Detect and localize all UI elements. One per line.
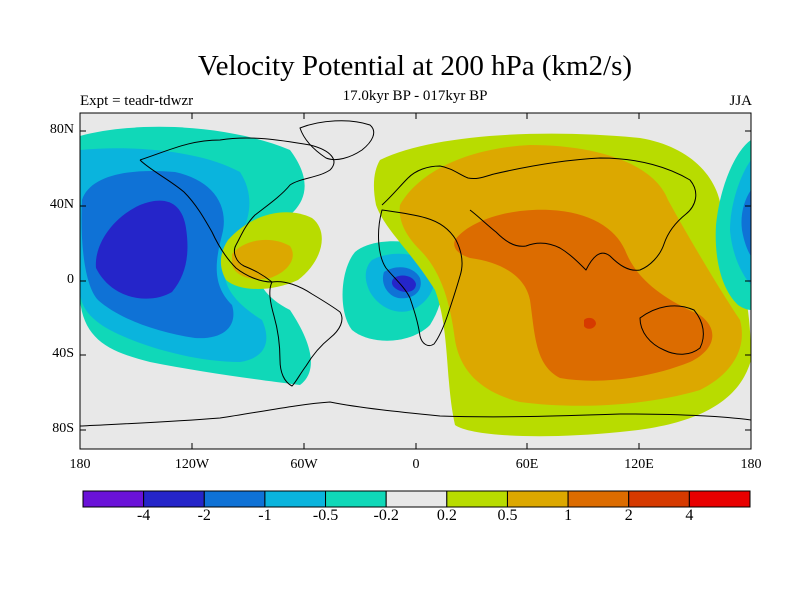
- coast-north-america: [139, 137, 335, 283]
- lon-label-0: 0: [412, 457, 420, 472]
- contour-america-plus-0.5: [232, 239, 293, 280]
- coast-australia: [639, 305, 704, 355]
- colorbar-swatch: [203, 490, 266, 508]
- coast-greenland: [299, 120, 375, 161]
- colorbar-swatch: [264, 490, 327, 508]
- coast-europe: [381, 165, 495, 206]
- lon-label-60e: 60E: [515, 457, 539, 472]
- colorbar-swatch: [325, 490, 387, 508]
- colorbar-swatch: [446, 490, 508, 508]
- experiment-label: Expt = teadr-tdwzr: [80, 93, 194, 109]
- lat-label-80s: 80S: [52, 421, 74, 436]
- colorbar-swatch: [688, 490, 751, 508]
- colorbar-label: -2: [197, 507, 211, 524]
- contour-atlantic-minus-2: [391, 275, 416, 292]
- lat-label-0: 0: [67, 272, 74, 287]
- colorbar-label: 0.5: [497, 507, 518, 524]
- map-title: Velocity Potential at 200 hPa (km2/s): [197, 50, 633, 82]
- lat-label-40n: 40N: [49, 197, 74, 212]
- lon-label-180w: 180: [69, 457, 91, 472]
- lon-label-180e: 180: [740, 457, 762, 472]
- colorbar-swatch: [82, 490, 145, 508]
- colorbar-label: 0.2: [436, 507, 457, 524]
- colorbar-label: -4: [136, 507, 151, 524]
- colorbar-label: 4: [685, 507, 694, 524]
- lon-label-120w: 120W: [174, 457, 210, 472]
- coastlines: [80, 120, 751, 427]
- coast-south-america: [269, 281, 343, 387]
- map-ticks: [80, 113, 751, 449]
- coast-asia: [469, 157, 697, 271]
- lon-label-60w: 60W: [290, 457, 318, 472]
- coast-africa: [378, 209, 463, 347]
- colorbar-swatch: [143, 490, 205, 508]
- colorbar-swatch: [385, 490, 448, 508]
- season-label: JJA: [729, 93, 752, 109]
- contour-pacific-minus-2: [95, 200, 188, 299]
- colorbar-swatch: [567, 490, 630, 508]
- contour-east-plus-2: [584, 317, 596, 329]
- colorbar-label: 1: [564, 507, 573, 524]
- colorbar-label: -0.2: [373, 507, 399, 524]
- colorbar-label: -1: [258, 507, 272, 524]
- colorbar: [82, 490, 751, 508]
- lon-label-120e: 120E: [624, 457, 654, 472]
- colorbar-swatch: [506, 490, 569, 508]
- colorbar-label: -0.5: [312, 507, 339, 524]
- contour-eastpacific-minus-0.5: [730, 160, 751, 285]
- colorbar-label: 2: [624, 507, 633, 524]
- coast-antarctica: [80, 401, 751, 427]
- lat-label-40s: 40S: [52, 346, 74, 361]
- map-subtitle: 17.0kyr BP - 017kyr BP: [342, 88, 488, 104]
- lat-label-80n: 80N: [49, 122, 74, 137]
- colorbar-swatch: [628, 490, 690, 508]
